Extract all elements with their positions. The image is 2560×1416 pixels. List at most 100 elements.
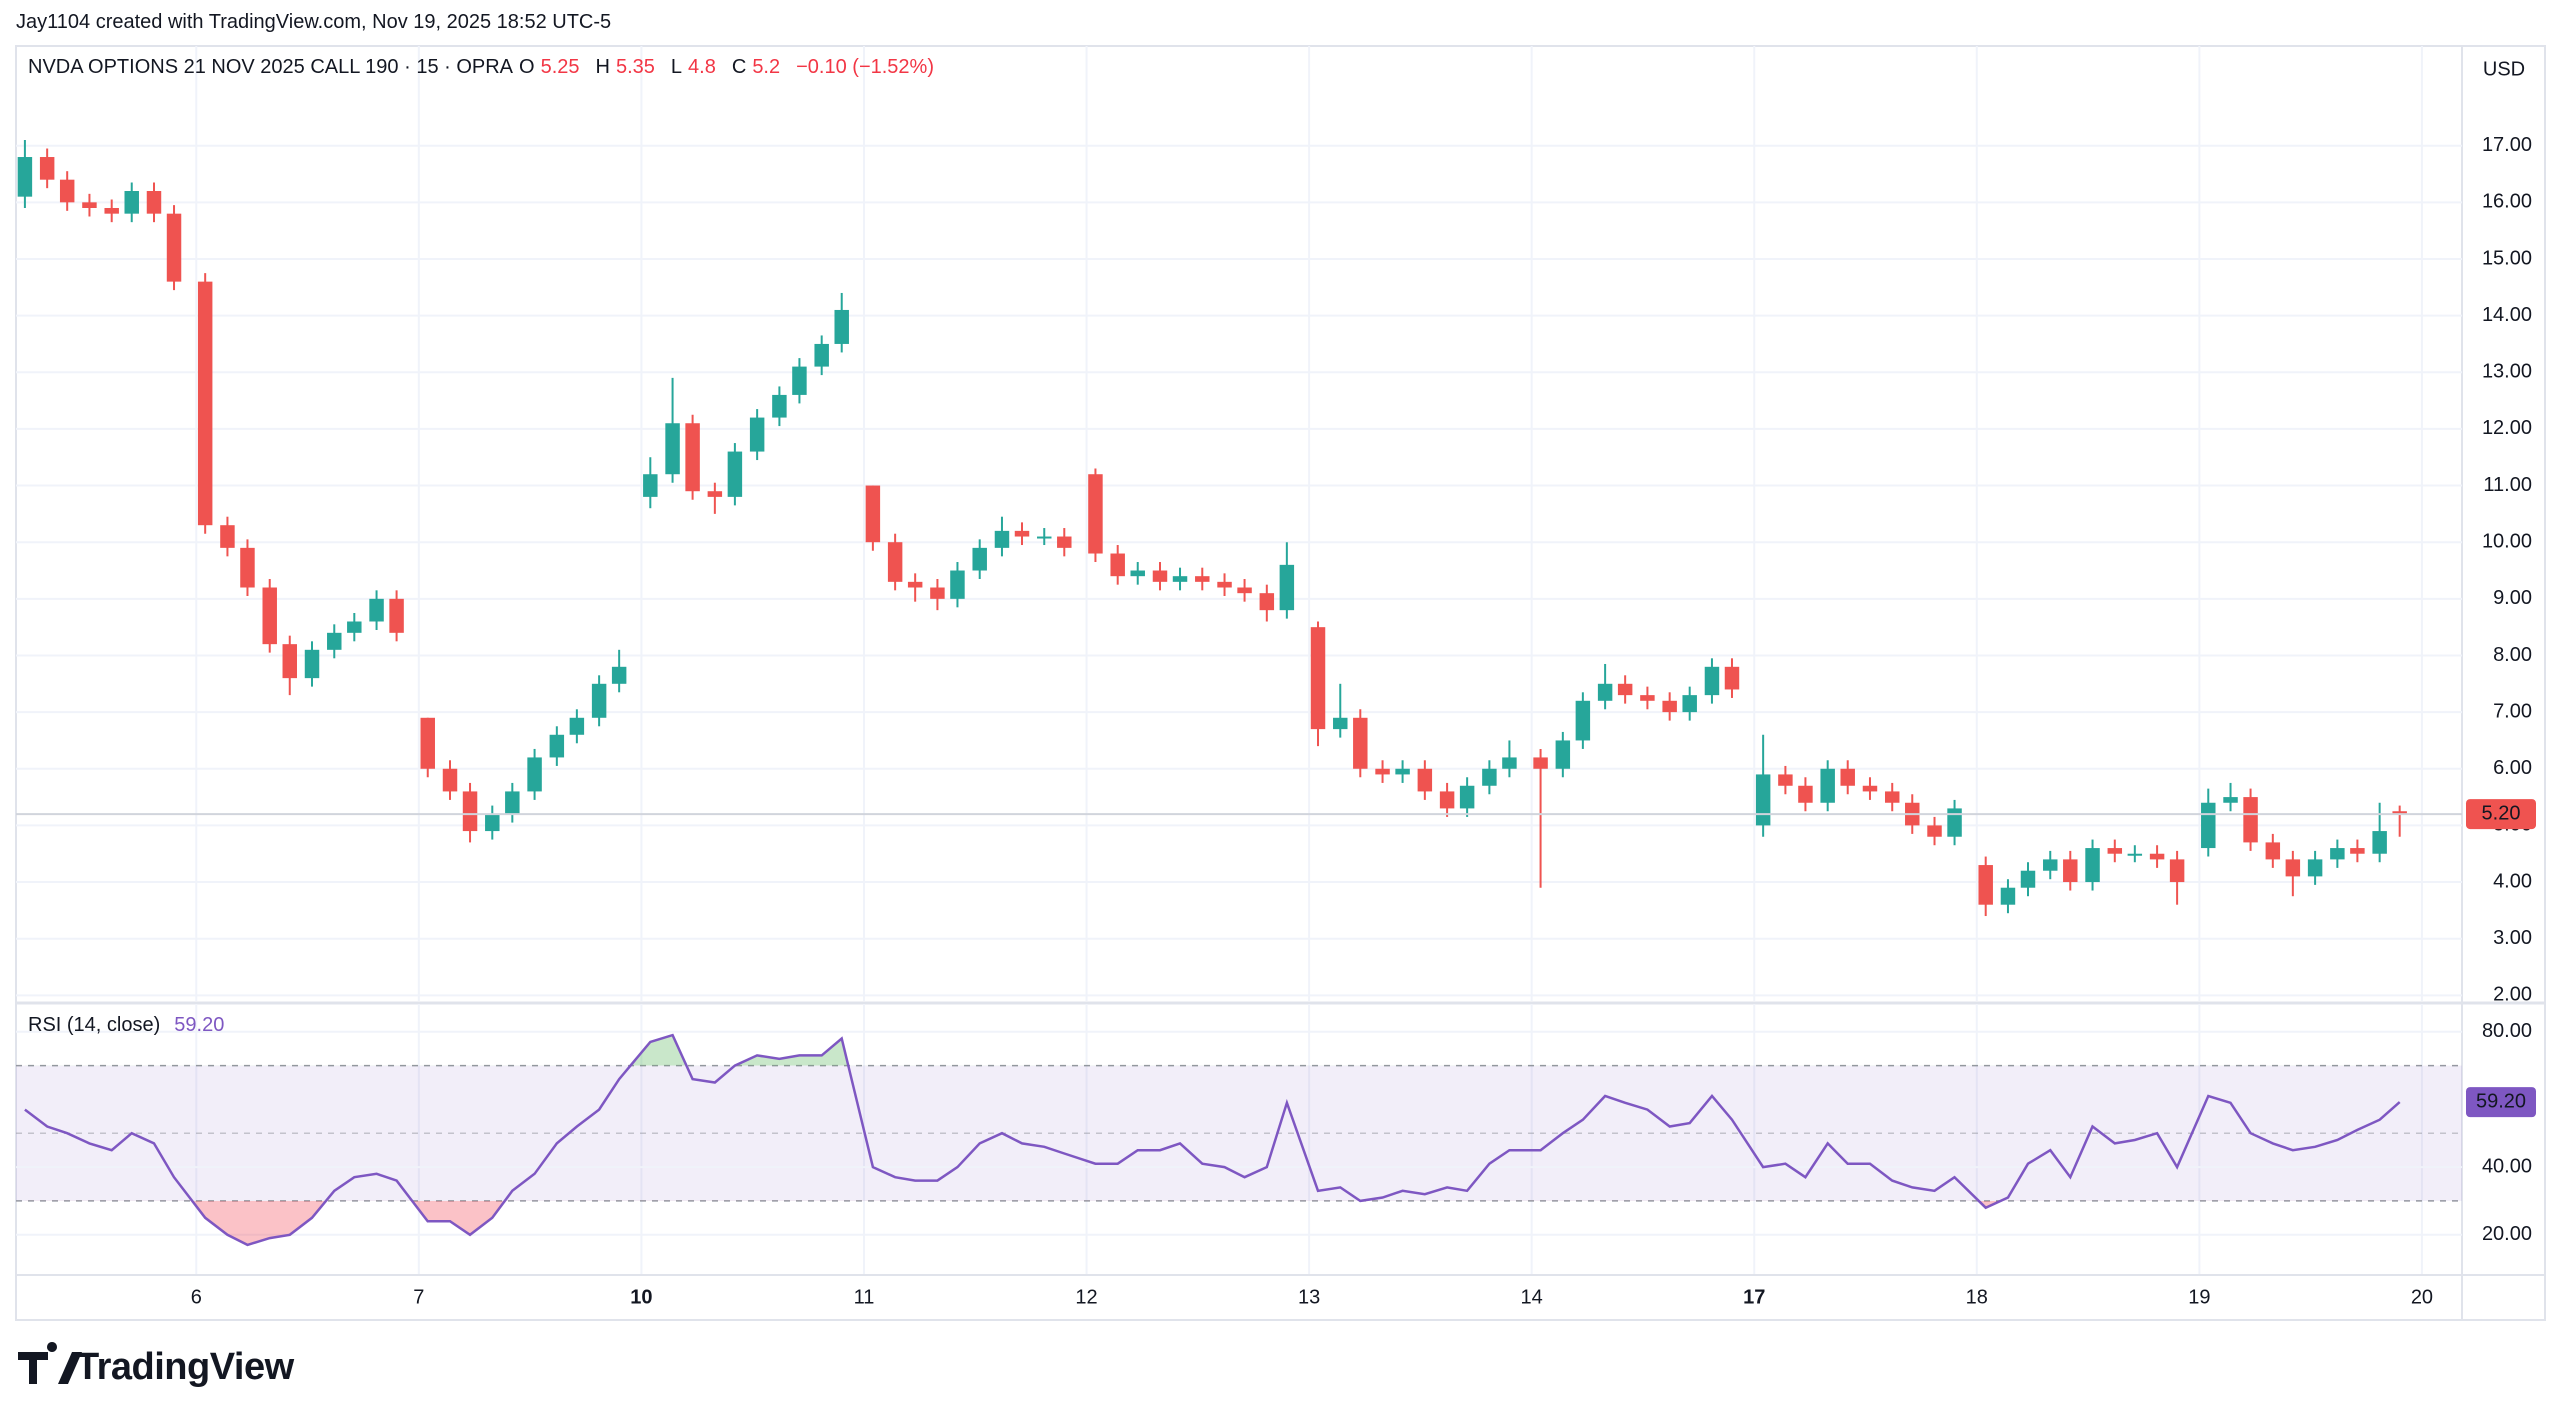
rsi-title: RSI (14, close)	[28, 1014, 161, 1036]
x-tick-label: 19	[2188, 1286, 2210, 1308]
candle-body	[1927, 825, 1942, 837]
rsi-line	[24, 1033, 2401, 1247]
x-tick-label: 17	[1743, 1286, 1765, 1308]
candle-body	[1662, 700, 1677, 713]
y-tick-label: 12.00	[2482, 417, 2532, 439]
candle-body	[930, 587, 945, 599]
candle-body	[485, 814, 500, 832]
candle-body	[792, 366, 807, 395]
candle-body	[611, 666, 627, 684]
candle-body	[887, 542, 903, 582]
candle-body	[1978, 865, 1993, 905]
low-value: 4.8	[688, 56, 716, 78]
y-tick-label: 10.00	[2482, 530, 2532, 552]
candle-body	[389, 598, 404, 633]
candle-body	[1617, 683, 1633, 696]
candle-body	[1682, 695, 1697, 713]
oversold-fill	[24, 1200, 2400, 1245]
high-value: 5.35	[615, 56, 655, 78]
candle-body	[59, 179, 75, 203]
y-tick-label: 13.00	[2482, 361, 2532, 383]
candle-body	[727, 451, 743, 497]
candle-body	[643, 474, 658, 497]
candle-body	[2330, 848, 2345, 860]
y-tick-label: 4.00	[2493, 870, 2532, 892]
candle-body	[1279, 564, 1295, 611]
overbought-fill	[630, 1035, 849, 1066]
candle-body	[1037, 536, 1052, 539]
candle-body	[240, 547, 255, 588]
candle-body	[17, 157, 33, 197]
candle-body	[1439, 791, 1455, 809]
candle-body	[707, 491, 723, 497]
candle-body	[834, 309, 849, 344]
brand: TradingView	[76, 1346, 294, 1388]
low-label: L	[670, 56, 683, 78]
candle-body	[569, 717, 585, 735]
x-tick-label: 6	[191, 1286, 202, 1308]
candle-body	[462, 791, 478, 832]
candle-body	[2285, 859, 2301, 877]
candle-body	[1310, 627, 1326, 730]
candle-body	[1820, 768, 1835, 803]
y-tick-label: 15.00	[2482, 247, 2532, 269]
candle-body	[1259, 593, 1275, 611]
y-tick-label: 20.00	[2482, 1223, 2532, 1245]
candle-body	[2127, 853, 2143, 856]
candle-body	[1417, 768, 1433, 792]
candle-body	[749, 417, 765, 452]
legend: NVDA OPTIONS 21 NOV 2025 CALL 190 · 15 ·…	[28, 56, 944, 79]
candle-body	[1555, 740, 1571, 769]
candle-body	[220, 525, 235, 548]
chart-frame	[15, 45, 2546, 1321]
rsi-value-label: 59.20	[2476, 1090, 2526, 1112]
candle-body	[197, 281, 213, 526]
candle-body	[2243, 797, 2258, 843]
candle-body	[2149, 853, 2165, 860]
candle-body	[327, 632, 342, 650]
rsi-band	[16, 1065, 2462, 1201]
candle-body	[814, 343, 829, 367]
last-price-box	[2466, 799, 2536, 830]
candle-body	[2307, 859, 2323, 877]
candle-body	[282, 644, 297, 679]
candle-body	[772, 394, 787, 418]
candle-body	[1597, 683, 1613, 701]
candle-body	[1195, 576, 1210, 582]
candle-body	[1862, 785, 1878, 792]
last-price-label: 5.20	[2482, 802, 2521, 824]
candle-body	[146, 191, 162, 214]
candle-body	[1840, 768, 1855, 786]
candle-body	[1704, 666, 1720, 696]
candle-body	[549, 734, 565, 758]
candle-body	[347, 621, 362, 633]
candle-body	[865, 485, 881, 543]
x-tick-label: 11	[854, 1286, 875, 1308]
y-tick-label: 9.00	[2493, 587, 2532, 609]
change: −0.10 (−1.52%)	[796, 56, 934, 78]
open-label: O	[519, 56, 535, 78]
candle-body	[1640, 695, 1655, 701]
candle-body	[2107, 848, 2123, 854]
candle-body	[262, 587, 277, 645]
candle-body	[527, 757, 542, 792]
y-tick-label: 14.00	[2482, 304, 2532, 326]
candle-body	[1755, 774, 1771, 826]
candle-body	[369, 598, 384, 622]
rsi-value-box	[2466, 1087, 2536, 1118]
currency-label: USD	[2483, 58, 2525, 80]
candle-body	[685, 423, 700, 492]
y-tick-label: 80.00	[2482, 1020, 2532, 1042]
x-tick-label: 12	[1075, 1286, 1097, 1308]
candle-body	[2392, 811, 2407, 815]
x-tick-label: 20	[2411, 1286, 2433, 1308]
candle-body	[994, 530, 1010, 548]
candle-body	[1459, 785, 1475, 809]
x-tick-label: 18	[1966, 1286, 1988, 1308]
candle-body	[166, 213, 182, 282]
y-tick-label: 6.00	[2493, 757, 2532, 779]
candle-body	[2201, 802, 2216, 849]
